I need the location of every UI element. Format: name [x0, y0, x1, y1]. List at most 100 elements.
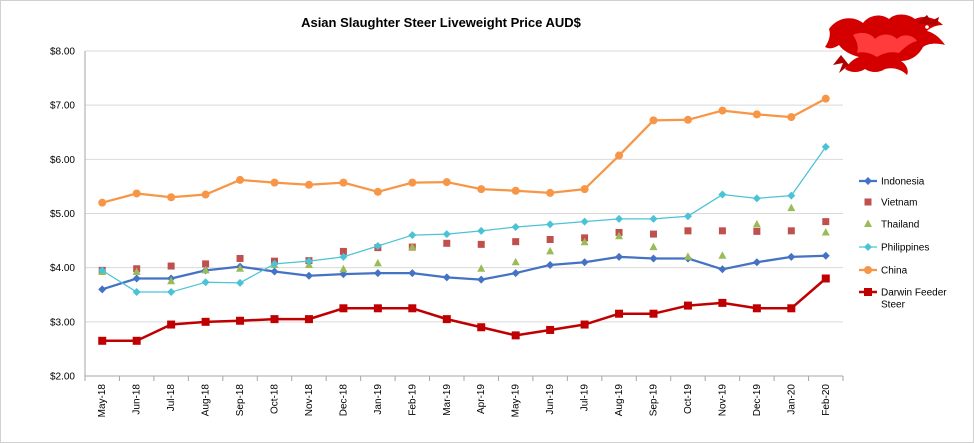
- data-point-philippines: [201, 278, 210, 287]
- data-point-philippines: [442, 230, 451, 239]
- data-point-vietnam: [753, 227, 761, 235]
- data-point-philippines: [304, 257, 313, 266]
- data-point-philippines: [477, 226, 486, 235]
- data-point-vietnam: [684, 227, 692, 235]
- data-point-darwin-feeder-steer: [270, 315, 279, 324]
- data-point-darwin-feeder-steer: [752, 304, 761, 313]
- legend-marker: [864, 219, 872, 227]
- data-point-philippines: [167, 288, 176, 297]
- data-point-darwin-feeder-steer: [649, 309, 658, 318]
- data-point-darwin-feeder-steer: [718, 298, 727, 307]
- legend-marker: [864, 243, 872, 251]
- data-point-darwin-feeder-steer: [615, 309, 624, 318]
- x-tick-label: Sep-18: [235, 384, 246, 417]
- legend-marker: [864, 177, 872, 185]
- data-point-darwin-feeder-steer: [580, 320, 589, 329]
- data-point-china: [787, 113, 796, 122]
- series-line-darwin-feeder-steer: [102, 277, 827, 343]
- x-tick-label: Jun-19: [545, 384, 556, 415]
- data-point-indonesia: [580, 258, 589, 267]
- legend-item-china: China: [859, 266, 908, 277]
- data-point-darwin-feeder-steer: [132, 336, 141, 345]
- data-point-china: [752, 110, 761, 119]
- data-point-darwin-feeder-steer: [236, 316, 245, 325]
- data-point-philippines: [236, 278, 245, 287]
- data-point-thailand: [615, 231, 624, 240]
- data-point-vietnam: [443, 239, 451, 247]
- data-point-china: [683, 115, 692, 124]
- data-point-china: [718, 106, 727, 115]
- data-point-indonesia: [511, 269, 520, 278]
- data-point-darwin-feeder-steer: [304, 315, 313, 324]
- series-vietnam: [98, 218, 830, 274]
- data-point-darwin-feeder-steer: [442, 315, 451, 324]
- x-tick-label: Jun-18: [132, 384, 143, 415]
- x-tick-label: Mar-19: [442, 384, 453, 416]
- x-tick-label: Aug-18: [201, 384, 212, 417]
- data-point-darwin-feeder-steer: [787, 304, 796, 313]
- series-line-philippines: [101, 146, 827, 293]
- data-point-philippines: [546, 220, 555, 229]
- x-tick-label: Jul-18: [166, 384, 177, 412]
- data-point-china: [511, 186, 520, 195]
- data-point-philippines: [270, 259, 279, 268]
- chart-title: Asian Slaughter Steer Liveweight Price A…: [301, 15, 582, 30]
- data-point-philippines: [649, 214, 658, 223]
- series-line-indonesia: [101, 254, 826, 291]
- x-tick-label: May-19: [511, 384, 522, 418]
- data-point-china: [477, 185, 486, 194]
- data-point-darwin-feeder-steer: [546, 325, 555, 334]
- data-point-thailand: [339, 264, 348, 273]
- red-dragon-icon: [825, 14, 945, 75]
- series-philippines: [98, 142, 830, 297]
- data-point-indonesia: [477, 275, 486, 284]
- legend-item-thailand: Thailand: [864, 219, 919, 231]
- data-point-philippines: [339, 252, 348, 261]
- data-point-vietnam: [339, 247, 347, 255]
- y-tick-label: $5.00: [50, 209, 75, 220]
- data-point-vietnam: [787, 227, 795, 235]
- data-point-indonesia: [787, 252, 796, 261]
- data-point-indonesia: [546, 260, 555, 269]
- data-point-thailand: [580, 237, 589, 246]
- legend-label: Thailand: [881, 220, 919, 231]
- legend-marker: [864, 198, 872, 206]
- series-darwin-feeder-steer: [98, 274, 830, 345]
- x-tick-label: May-18: [97, 384, 108, 418]
- x-axis-ticks: May-18 Jun-18 Jul-18 Aug-18 Sep-18 Oct-18 Nov-…: [97, 384, 832, 418]
- data-point-darwin-feeder-steer: [201, 317, 210, 326]
- data-point-indonesia: [304, 271, 313, 280]
- data-point-vietnam: [546, 236, 554, 243]
- data-point-philippines: [98, 266, 107, 275]
- data-point-indonesia: [270, 267, 279, 276]
- legend-marker: [864, 266, 872, 274]
- data-point-thailand: [477, 264, 486, 272]
- data-point-vietnam: [202, 260, 210, 268]
- series-layer: [98, 94, 830, 345]
- data-point-china: [304, 180, 313, 189]
- data-point-indonesia: [615, 252, 624, 261]
- data-point-darwin-feeder-steer: [683, 301, 692, 310]
- legend-marker: [864, 288, 872, 296]
- data-point-thailand: [132, 267, 141, 275]
- data-point-indonesia: [752, 258, 761, 267]
- data-point-vietnam: [477, 240, 485, 248]
- data-point-indonesia: [98, 285, 107, 294]
- data-point-indonesia: [649, 254, 658, 263]
- data-point-china: [270, 178, 279, 187]
- y-tick-label: $2.00: [50, 372, 75, 383]
- legend-label: Philippines: [881, 243, 929, 254]
- data-point-china: [546, 188, 555, 197]
- y-tick-label: $4.00: [50, 263, 75, 274]
- x-tick-label: Aug-19: [614, 384, 625, 417]
- data-point-china: [442, 178, 451, 187]
- legend-label: China: [881, 266, 908, 277]
- data-point-philippines: [615, 214, 624, 223]
- data-point-philippines: [511, 223, 520, 232]
- data-point-philippines: [821, 142, 830, 151]
- x-tick-label: Oct-19: [683, 384, 694, 414]
- x-tick-label: Nov-19: [717, 384, 728, 417]
- y-tick-label: $6.00: [50, 155, 75, 166]
- x-tick-label: Sep-19: [649, 384, 660, 417]
